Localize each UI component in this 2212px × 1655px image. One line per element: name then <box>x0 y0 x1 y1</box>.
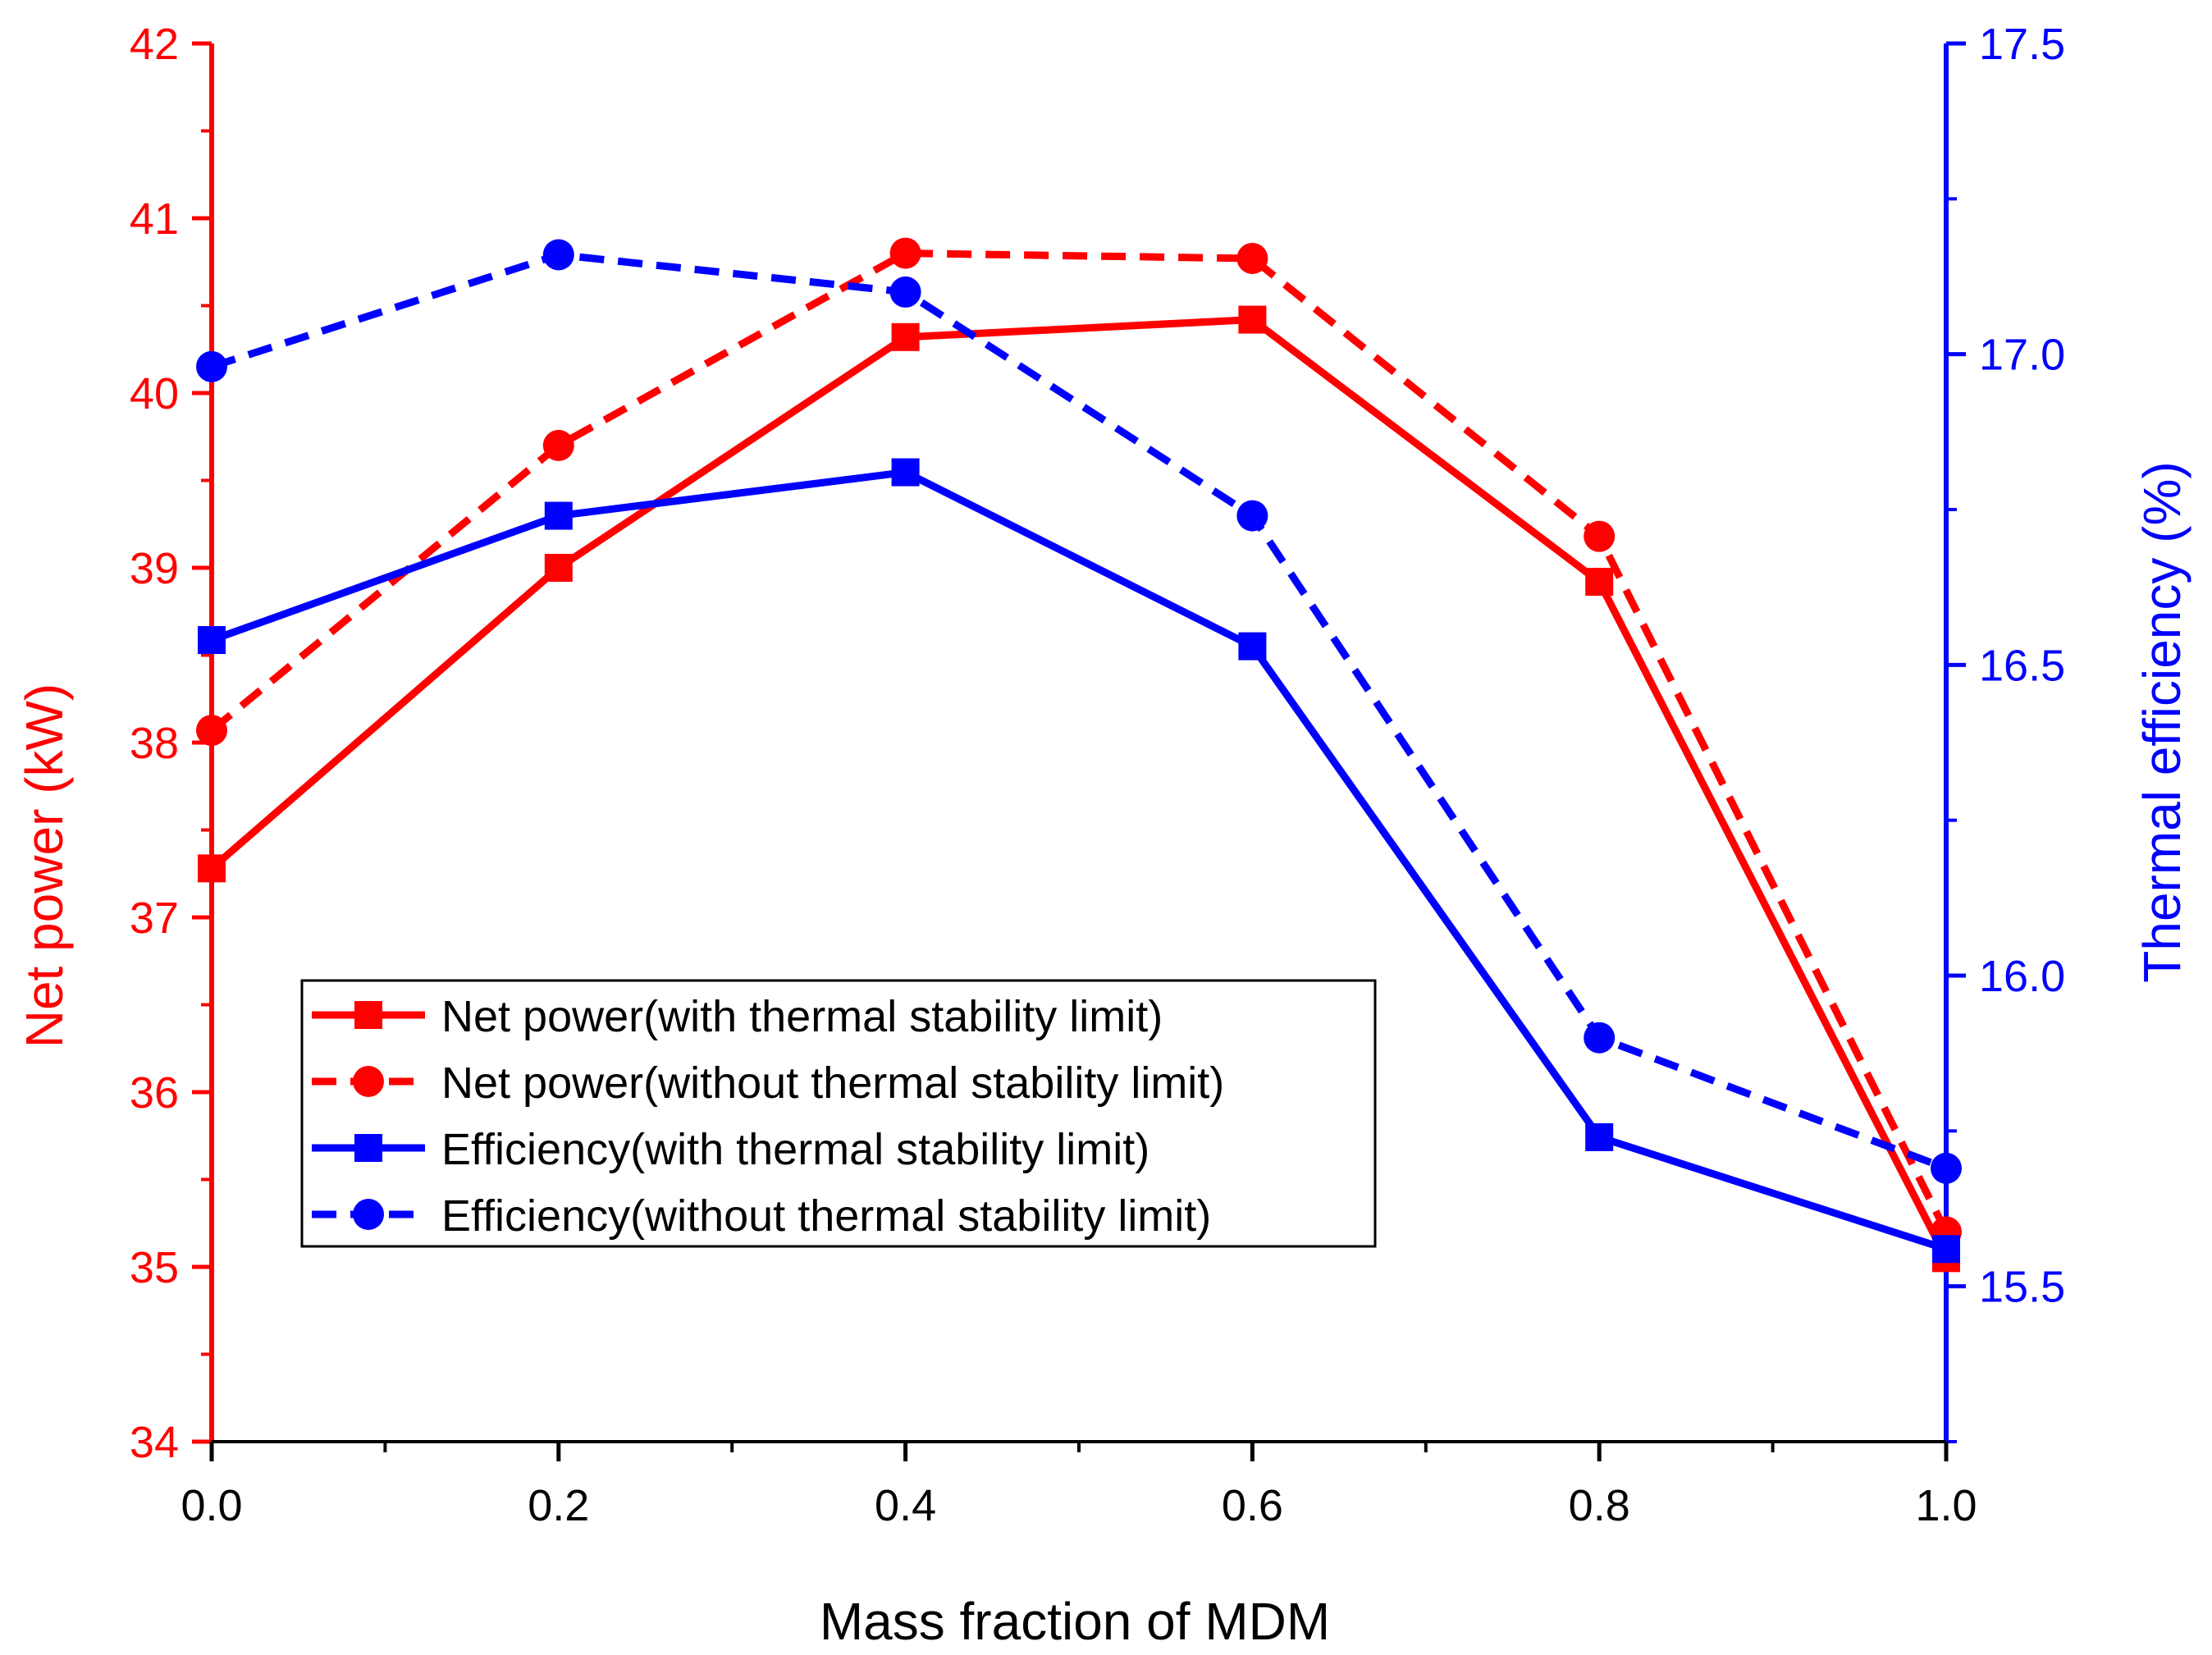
x-tick-label: 0.2 <box>528 1481 589 1530</box>
legend-label: Efficiency(without thermal stability lim… <box>441 1191 1211 1241</box>
y-tick-label: 35 <box>130 1243 179 1292</box>
y-axis-title: Net power (kW) <box>15 683 74 1049</box>
x-tick-label: 0.0 <box>181 1481 242 1530</box>
y-tick-label: 42 <box>130 20 179 69</box>
y-tick-label: 39 <box>130 544 179 593</box>
series-4 <box>196 239 1962 1184</box>
y2-tick-label: 17.5 <box>1979 20 2065 69</box>
y2-tick-label: 15.5 <box>1979 1263 2065 1312</box>
y-tick-label: 34 <box>130 1418 179 1467</box>
legend-box <box>300 979 1377 1248</box>
data-point-square <box>544 554 573 582</box>
data-point-circle <box>889 237 921 269</box>
series-3-line <box>210 469 1948 1253</box>
data-point-circle <box>542 239 574 271</box>
legend-label: Net power(with thermal stability limit) <box>441 992 1163 1041</box>
data-point-square <box>891 458 920 487</box>
y-tick-label: 40 <box>130 369 179 418</box>
legend-swatch-marker <box>354 1134 382 1162</box>
x-axis-title: Mass fraction of MDM <box>820 1592 1330 1651</box>
data-point-square <box>1932 1235 1960 1264</box>
legend: Net power(with thermal stability limit) N… <box>300 979 1377 1248</box>
series-3 <box>198 458 1960 1264</box>
x-tick-label: 0.4 <box>875 1481 936 1530</box>
data-point-square <box>544 501 573 530</box>
series-2-line <box>209 249 1950 1234</box>
legend-swatch-marker <box>353 1066 384 1097</box>
series-1 <box>198 305 1960 1273</box>
x-tick-label: 0.6 <box>1222 1481 1283 1530</box>
data-point-circle <box>1584 1022 1616 1054</box>
y2-tick-label: 16.0 <box>1979 952 2065 1001</box>
legend-label: Efficiency(with thermal stability limit) <box>441 1125 1149 1174</box>
y2-axis-title: Thermal efficiency (%) <box>2132 461 2191 982</box>
data-point-circle <box>1584 520 1616 552</box>
data-point-circle <box>542 429 574 461</box>
data-point-circle <box>1931 1152 1962 1184</box>
series-1-line <box>209 316 1950 1260</box>
data-point-square <box>1238 305 1267 334</box>
x-tick-label: 1.0 <box>1915 1481 1977 1530</box>
data-point-circle <box>1236 242 1268 274</box>
data-point-circle <box>196 715 227 747</box>
legend-swatch-marker <box>353 1199 384 1230</box>
data-point-circle <box>196 350 227 382</box>
data-point-circle <box>1236 500 1268 532</box>
y2-tick-label: 17.0 <box>1979 331 2065 380</box>
y-tick-label: 41 <box>130 194 179 244</box>
y-tick-label: 38 <box>130 719 179 768</box>
data-point-square <box>198 626 226 655</box>
legend-swatch-marker <box>354 1001 382 1029</box>
data-point-square <box>891 322 920 351</box>
data-point-square <box>1585 568 1614 597</box>
y-tick-label: 36 <box>130 1068 179 1118</box>
data-point-square <box>1585 1122 1614 1151</box>
y-tick-label: 37 <box>130 894 179 943</box>
legend-label: Net power(without thermal stability limi… <box>441 1058 1224 1108</box>
data-point-circle <box>889 276 921 308</box>
series-layer <box>196 237 1962 1273</box>
data-point-square <box>198 854 226 883</box>
data-point-square <box>1238 632 1267 661</box>
series-4-line <box>210 250 1948 1172</box>
y2-tick-label: 16.5 <box>1979 641 2065 690</box>
x-tick-label: 0.8 <box>1569 1481 1630 1530</box>
axes-layer: 34 35 36 37 38 39 40 41 42 15.5 16.0 16.5 17.0 17.5 0.… <box>130 20 2065 1530</box>
